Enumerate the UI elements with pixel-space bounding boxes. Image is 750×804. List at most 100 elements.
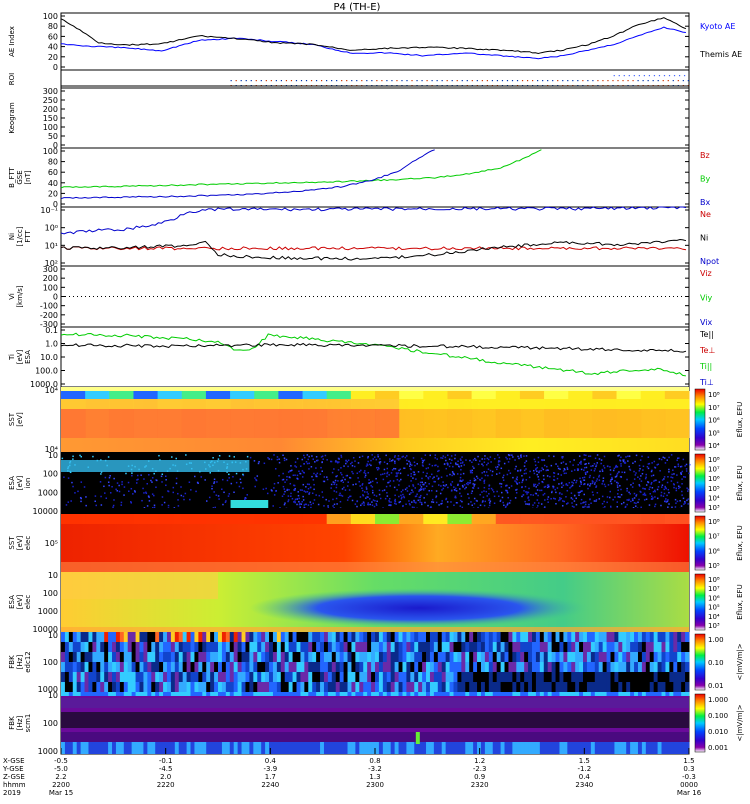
panel-frame-2	[60, 87, 690, 149]
heatmap-cell	[88, 632, 93, 643]
heatmap-pixel	[658, 458, 661, 460]
heatmap-cell	[614, 682, 619, 693]
heatmap-pixel	[525, 455, 528, 457]
heatmap-pixel	[489, 500, 492, 502]
heatmap-pixel	[446, 501, 449, 503]
heatmap-pixel	[615, 465, 618, 468]
heatmap-pixel	[301, 476, 304, 478]
heatmap-pixel	[497, 463, 500, 466]
heatmap-pixel	[217, 458, 220, 460]
heatmap-pixel	[483, 482, 486, 484]
heatmap-pixel	[326, 476, 328, 478]
heatmap-pixel	[557, 467, 560, 470]
heatmap-cell	[133, 514, 159, 524]
heatmap-cell	[453, 632, 458, 643]
heatmap-pixel	[297, 494, 300, 497]
ytick-label: 10⁴	[45, 445, 58, 454]
heatmap-pixel	[459, 458, 462, 460]
heatmap-cell	[269, 662, 274, 673]
heatmap-pixel	[579, 477, 581, 480]
heatmap-pixel	[185, 454, 187, 456]
heatmap-cell	[524, 632, 529, 643]
heatmap-pixel	[455, 496, 457, 499]
heatmap-cell	[622, 632, 627, 643]
heatmap-pixel	[521, 475, 523, 477]
heatmap-pixel	[496, 466, 499, 468]
heatmap-cell	[272, 642, 278, 653]
heatmap-pixel	[666, 500, 669, 503]
heatmap-cell	[579, 672, 584, 683]
heatmap-cell	[316, 692, 321, 696]
ytick-label: 10000	[33, 507, 58, 516]
heatmap-pixel	[534, 464, 537, 466]
heatmap-pixel	[487, 458, 490, 461]
heatmap-pixel	[632, 462, 634, 464]
heatmap-cell	[245, 632, 250, 643]
heatmap-cell	[181, 391, 207, 399]
roi-dot	[481, 80, 483, 82]
heatmap-pixel	[520, 456, 522, 458]
heatmap-pixel	[623, 462, 626, 464]
heatmap-pixel	[586, 471, 588, 474]
ylabel-10: elec	[24, 595, 32, 610]
heatmap-cell	[535, 672, 541, 683]
xtick-label: 1.5	[579, 757, 590, 765]
heatmap-cell	[210, 652, 215, 663]
heatmap-pixel	[265, 487, 267, 490]
heatmap-pixel	[145, 491, 147, 494]
heatmap-pixel	[420, 494, 422, 497]
heatmap-pixel	[358, 480, 361, 483]
heatmap-pixel	[633, 470, 635, 473]
heatmap-pixel	[660, 494, 663, 497]
heatmap-pixel	[297, 491, 299, 493]
heatmap-pixel	[278, 458, 280, 460]
heatmap-pixel	[317, 503, 320, 506]
heatmap-pixel	[273, 487, 275, 489]
ytick-label: 150	[43, 114, 58, 123]
heatmap-pixel	[652, 474, 655, 477]
heatmap-cell	[327, 742, 333, 754]
heatmap-cell	[661, 682, 666, 693]
heatmap-pixel	[294, 501, 296, 504]
heatmap-cell	[68, 682, 74, 693]
heatmap-pixel	[645, 484, 648, 486]
heatmap-pixel	[371, 454, 373, 456]
heatmap-pixel	[130, 502, 133, 504]
heatmap-pixel	[482, 464, 484, 467]
heatmap-pixel	[308, 483, 310, 486]
heatmap-pixel	[107, 456, 110, 458]
heatmap-pixel	[310, 466, 313, 468]
heatmap-cell	[296, 642, 301, 653]
heatmap-pixel	[315, 475, 317, 478]
heatmap-pixel	[364, 476, 366, 478]
heatmap-pixel	[177, 505, 180, 507]
heatmap-cell	[320, 662, 325, 673]
heatmap-cell	[115, 672, 121, 683]
heatmap-cell	[519, 409, 545, 438]
heatmap-pixel	[594, 457, 597, 460]
heatmap-pixel	[379, 461, 382, 463]
heatmap-pixel	[218, 498, 220, 500]
heatmap-pixel	[651, 498, 654, 500]
heatmap-cell	[492, 642, 498, 653]
heatmap-pixel	[628, 455, 631, 457]
heatmap-pixel	[160, 475, 163, 478]
heatmap-pixel	[394, 455, 396, 457]
heatmap-cell	[423, 391, 448, 399]
heatmap-pixel	[303, 504, 306, 506]
heatmap-pixel	[475, 459, 477, 462]
heatmap-cell	[390, 692, 396, 696]
heatmap-cell	[399, 409, 424, 438]
heatmap-pixel	[488, 499, 490, 502]
heatmap-pixel	[352, 472, 354, 475]
heatmap-pixel	[406, 490, 409, 492]
heatmap-pixel	[402, 505, 404, 508]
heatmap-pixel	[507, 454, 510, 456]
heatmap-pixel	[622, 460, 625, 463]
roi-dot	[542, 80, 544, 82]
colorbar-tick: 10³	[708, 622, 720, 630]
heatmap-cell	[602, 652, 607, 663]
heatmap-cell	[296, 672, 301, 683]
heatmap-cell	[245, 672, 250, 683]
roi-dot	[426, 80, 428, 82]
